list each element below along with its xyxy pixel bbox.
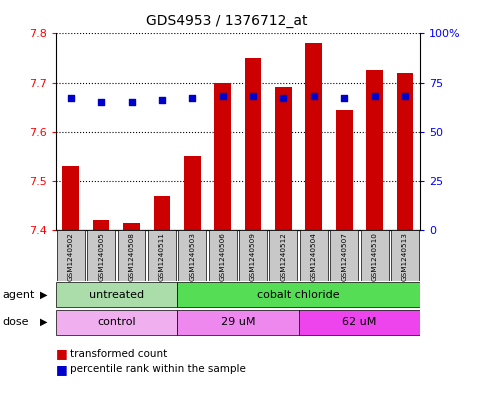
- Text: agent: agent: [2, 290, 35, 300]
- Bar: [123, 222, 140, 230]
- Text: ▶: ▶: [40, 317, 47, 327]
- Bar: [361, 230, 389, 281]
- Bar: [177, 310, 298, 335]
- Bar: [56, 282, 177, 307]
- Point: [310, 93, 318, 99]
- Text: GSM1240513: GSM1240513: [402, 232, 408, 281]
- Bar: [62, 166, 79, 230]
- Text: GSM1240511: GSM1240511: [159, 232, 165, 281]
- Bar: [305, 43, 322, 230]
- Bar: [336, 110, 353, 230]
- Text: 29 uM: 29 uM: [221, 317, 255, 327]
- Bar: [300, 230, 328, 281]
- Text: transformed count: transformed count: [70, 349, 167, 359]
- Bar: [57, 230, 85, 281]
- Point: [371, 93, 379, 99]
- Text: GSM1240502: GSM1240502: [68, 232, 74, 281]
- Text: GSM1240509: GSM1240509: [250, 232, 256, 281]
- Text: GSM1240512: GSM1240512: [281, 232, 286, 281]
- Text: ▶: ▶: [40, 290, 47, 300]
- Bar: [397, 73, 413, 230]
- Text: cobalt chloride: cobalt chloride: [257, 290, 340, 300]
- Point: [158, 97, 166, 103]
- Text: ■: ■: [56, 363, 67, 376]
- Point: [341, 95, 348, 101]
- Point: [128, 99, 135, 105]
- Point: [219, 93, 227, 99]
- Point: [67, 95, 74, 101]
- Bar: [148, 230, 176, 281]
- Bar: [391, 230, 419, 281]
- Bar: [177, 282, 420, 307]
- Bar: [209, 230, 237, 281]
- Text: GDS4953 / 1376712_at: GDS4953 / 1376712_at: [146, 14, 308, 28]
- Bar: [239, 230, 267, 281]
- Bar: [184, 156, 200, 230]
- Bar: [178, 230, 206, 281]
- Text: control: control: [97, 317, 136, 327]
- Text: untreated: untreated: [89, 290, 144, 300]
- Bar: [87, 230, 115, 281]
- Bar: [56, 310, 177, 335]
- Bar: [330, 230, 358, 281]
- Text: GSM1240504: GSM1240504: [311, 232, 317, 281]
- Point: [249, 93, 257, 99]
- Bar: [270, 230, 298, 281]
- Bar: [117, 230, 145, 281]
- Text: GSM1240506: GSM1240506: [220, 232, 226, 281]
- Text: GSM1240510: GSM1240510: [371, 232, 378, 281]
- Text: 62 uM: 62 uM: [342, 317, 377, 327]
- Text: GSM1240505: GSM1240505: [98, 232, 104, 281]
- Point: [188, 95, 196, 101]
- Point: [280, 95, 287, 101]
- Bar: [154, 196, 170, 230]
- Bar: [214, 83, 231, 230]
- Text: ■: ■: [56, 347, 67, 360]
- Bar: [275, 88, 292, 230]
- Text: dose: dose: [2, 317, 29, 327]
- Bar: [245, 58, 261, 230]
- Bar: [298, 310, 420, 335]
- Bar: [93, 220, 110, 230]
- Text: GSM1240507: GSM1240507: [341, 232, 347, 281]
- Text: GSM1240508: GSM1240508: [128, 232, 135, 281]
- Text: GSM1240503: GSM1240503: [189, 232, 195, 281]
- Bar: [366, 70, 383, 230]
- Point: [97, 99, 105, 105]
- Text: percentile rank within the sample: percentile rank within the sample: [70, 364, 246, 375]
- Point: [401, 93, 409, 99]
